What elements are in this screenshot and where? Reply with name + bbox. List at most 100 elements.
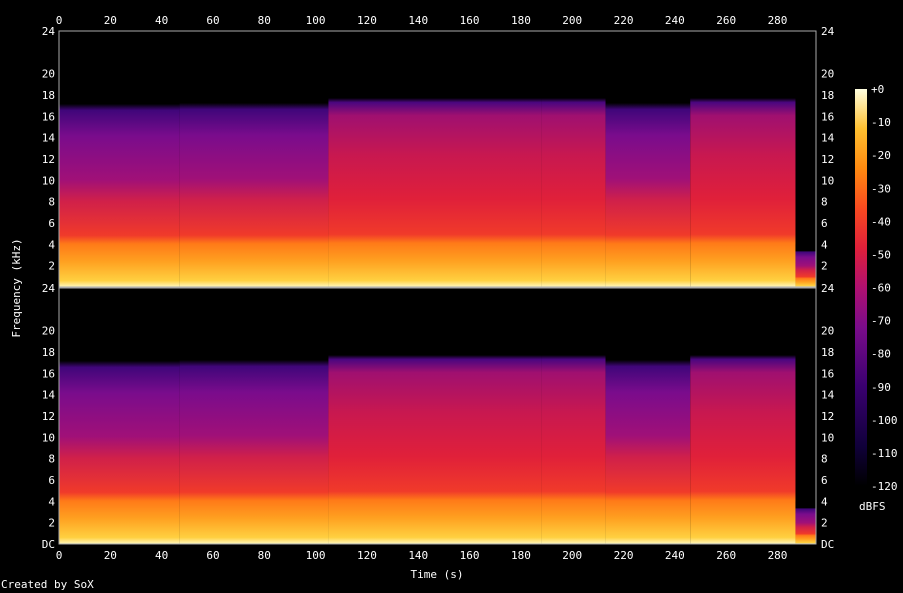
- x-tick-label-bottom: 260: [716, 549, 736, 562]
- x-tick-label-top: 0: [56, 14, 63, 27]
- y-tick-label-right: 6: [821, 474, 828, 487]
- x-tick-label-bottom: 40: [155, 549, 168, 562]
- colorbar-tick-label: -50: [871, 248, 891, 261]
- y-tick-label-left: 4: [48, 238, 55, 251]
- x-tick-label-top: 160: [460, 14, 480, 27]
- y-tick-label-right: 14: [821, 389, 835, 402]
- colorbar-tick-label: -90: [871, 381, 891, 394]
- x-tick-label-top: 120: [357, 14, 377, 27]
- y-tick-label-right: 18: [821, 346, 834, 359]
- y-tick-label-right: 24: [821, 25, 835, 38]
- y-tick-label-right: 18: [821, 89, 834, 102]
- x-tick-label-bottom: 140: [408, 549, 428, 562]
- channel-2-segment-2: [179, 327, 329, 544]
- colorbar-tick-label: -100: [871, 414, 898, 427]
- x-tick-label-bottom: 160: [460, 549, 480, 562]
- y-tick-label-left: 2: [48, 260, 55, 273]
- x-tick-label-bottom: 0: [56, 549, 63, 562]
- y-tick-label-right: 14: [821, 132, 835, 145]
- y-tick-label-left: 14: [42, 132, 56, 145]
- colorbar-tick-label: -110: [871, 447, 898, 460]
- y-tick-label-right: 2: [821, 260, 828, 273]
- y-tick-label-left: 10: [42, 431, 55, 444]
- x-tick-label-bottom: 200: [562, 549, 582, 562]
- y-tick-label-left: 20: [42, 68, 55, 81]
- x-tick-label-top: 20: [104, 14, 117, 27]
- x-tick-label-top: 140: [408, 14, 428, 27]
- y-tick-label-right: 4: [821, 495, 828, 508]
- y-tick-label-right: 8: [821, 196, 828, 209]
- y-tick-label-left: 18: [42, 346, 55, 359]
- y-tick-label-right: 12: [821, 410, 834, 423]
- y-tick-label-left: 6: [48, 217, 55, 230]
- y-tick-label-right: 20: [821, 68, 834, 81]
- y-tick-label-left: 8: [48, 453, 55, 466]
- x-tick-label-top: 40: [155, 14, 168, 27]
- y-axis-label: Frequency (kHz): [10, 238, 23, 337]
- channel-2-segment-6: [690, 324, 796, 544]
- y-tick-label-right: 24: [821, 282, 835, 295]
- colorbar-tick-label: -20: [871, 149, 891, 162]
- y-tick-label-left: 4: [48, 495, 55, 508]
- x-axis-label: Time (s): [411, 568, 464, 581]
- y-tick-label-left: 16: [42, 110, 55, 123]
- y-tick-label-left: 12: [42, 410, 55, 423]
- y-tick-label-left: 14: [42, 389, 56, 402]
- y-tick-label-left: 24: [42, 282, 56, 295]
- colorbar-tick-label: +0: [871, 83, 884, 96]
- x-tick-label-bottom: 80: [258, 549, 271, 562]
- colorbar-tick-label: -40: [871, 215, 891, 228]
- channel-1-segment-5: [605, 70, 691, 287]
- x-tick-label-top: 280: [768, 14, 788, 27]
- channel-1-segment-1: [59, 71, 180, 288]
- x-tick-label-top: 180: [511, 14, 531, 27]
- y-tick-label-left: 8: [48, 196, 55, 209]
- x-tick-label-top: 260: [716, 14, 736, 27]
- y-tick-label-right: 10: [821, 174, 834, 187]
- channel-2-segment-3: [328, 324, 542, 544]
- x-tick-label-bottom: 20: [104, 549, 117, 562]
- channel-1-segment-3: [328, 67, 542, 288]
- x-tick-label-bottom: 180: [511, 549, 531, 562]
- colorbar-tick-label: -70: [871, 315, 891, 328]
- x-tick-label-top: 80: [258, 14, 271, 27]
- y-tick-label-left: DC: [42, 538, 55, 551]
- credit-text: Created by SoX: [1, 578, 94, 591]
- colorbar-tick-label: -120: [871, 480, 898, 493]
- y-tick-label-right: 12: [821, 153, 834, 166]
- x-tick-label-top: 200: [562, 14, 582, 27]
- colorbar-tick-label: -30: [871, 182, 891, 195]
- x-tick-label-bottom: 280: [768, 549, 788, 562]
- colorbar-label: dBFS: [859, 500, 886, 513]
- y-tick-label-left: 16: [42, 367, 55, 380]
- y-tick-label-right: 2: [821, 517, 828, 530]
- y-tick-label-left: 20: [42, 325, 55, 338]
- channel-1-segment-6: [690, 67, 796, 288]
- y-tick-label-right: 16: [821, 110, 834, 123]
- y-tick-label-left: 6: [48, 474, 55, 487]
- x-tick-label-top: 240: [665, 14, 685, 27]
- y-tick-label-left: 10: [42, 174, 55, 187]
- y-tick-label-left: 18: [42, 89, 55, 102]
- colorbar-tick-label: -10: [871, 116, 891, 129]
- y-tick-label-right: DC: [821, 538, 834, 551]
- channel-1-segment-4: [541, 67, 606, 288]
- y-tick-label-right: 16: [821, 367, 834, 380]
- x-tick-label-top: 220: [614, 14, 634, 27]
- colorbar: [855, 89, 867, 486]
- x-tick-label-bottom: 60: [206, 549, 219, 562]
- channel-2-segment-5: [605, 327, 691, 544]
- colorbar-tick-label: -80: [871, 348, 891, 361]
- colorbar-tick-label: -60: [871, 282, 891, 295]
- channel-1-segment-7: [795, 244, 816, 287]
- y-tick-label-left: 2: [48, 517, 55, 530]
- x-tick-label-top: 60: [206, 14, 219, 27]
- y-tick-label-right: 4: [821, 238, 828, 251]
- y-tick-label-left: 24: [42, 25, 56, 38]
- x-tick-label-bottom: 120: [357, 549, 377, 562]
- y-tick-label-right: 10: [821, 431, 834, 444]
- y-tick-label-right: 6: [821, 217, 828, 230]
- channel-2-frame: [58, 287, 817, 545]
- x-tick-label-bottom: 220: [614, 549, 634, 562]
